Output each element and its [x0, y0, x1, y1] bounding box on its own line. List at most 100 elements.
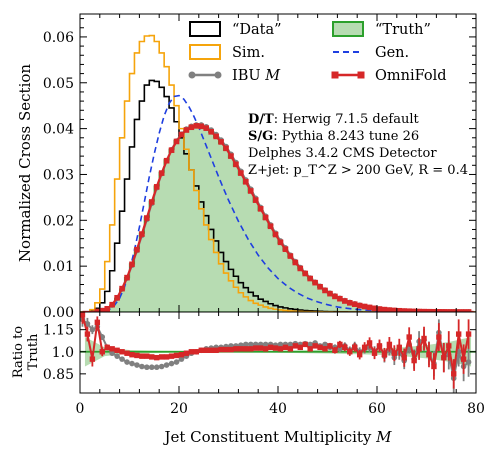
series-omnifold-point	[148, 199, 155, 205]
series-omnifold-point	[139, 231, 145, 237]
ratio-omnifold-point	[163, 354, 170, 360]
series-omnifold-point	[203, 125, 210, 131]
series-omnifold-point	[272, 231, 279, 238]
series-omnifold-point	[346, 300, 353, 306]
ratio-omnifold-point	[406, 334, 412, 340]
legend-label-italic: M	[264, 68, 281, 84]
series-omnifold-point	[109, 301, 115, 308]
series-omnifold-point	[238, 170, 244, 176]
ratio-ibu-point	[322, 341, 328, 348]
series-omnifold-point	[158, 170, 165, 176]
legend-marker	[331, 71, 339, 79]
series-omnifold-point	[247, 188, 254, 194]
series-omnifold-point	[297, 265, 304, 272]
series-omnifold-point	[332, 293, 338, 300]
x-tick-label: 0	[76, 401, 85, 417]
legend-item: “Data”	[189, 21, 282, 38]
annotation-line: D/T: Herwig 7.1.5 default	[248, 112, 420, 127]
ratio-omnifold-point	[139, 353, 145, 359]
ratio-ibu-point	[307, 341, 313, 348]
series-omnifold-point	[307, 275, 313, 282]
series-omnifold-point	[465, 309, 472, 312]
x-tick-label: 80	[467, 401, 485, 417]
ratio-omnifold-point	[158, 354, 165, 360]
ratio-omnifold-point	[178, 352, 185, 358]
series-omnifold-point	[426, 308, 432, 312]
legend-item: Sim.	[189, 44, 265, 61]
ratio-omnifold-point	[371, 350, 378, 356]
ratio-omnifold-point	[119, 349, 125, 355]
ratio-ibu-point	[163, 362, 170, 368]
ratio-omnifold-point	[144, 353, 150, 359]
ratio-omnifold-point	[228, 346, 234, 353]
ratio-omnifold-point	[386, 341, 393, 348]
series-omnifold-point	[351, 301, 358, 308]
series-omnifold-point	[193, 123, 200, 129]
ratio-omnifold-point	[431, 363, 437, 370]
annotation-bold: S/G	[248, 129, 273, 144]
ratio-frame	[79, 311, 477, 394]
series-omnifold-point	[302, 270, 309, 277]
ratio-omnifold-point	[446, 343, 452, 349]
series-omnifold-point	[99, 307, 106, 312]
ratio-omnifold-point	[243, 346, 249, 352]
series-omnifold-point	[119, 285, 125, 292]
series-omnifold-point	[356, 302, 363, 309]
series-omnifold-point	[114, 294, 120, 301]
ratio-omnifold-point	[411, 357, 417, 364]
legend-label: Gen.	[375, 45, 409, 61]
annotation-text: Z+jet: p_T^Z > 200 GeV, R = 0.4	[248, 163, 468, 178]
series-omnifold-point	[287, 253, 294, 259]
legend-item: “Truth”	[332, 21, 431, 38]
ratio-y-tick-label: 1.15	[43, 323, 74, 339]
series-omnifold-point	[168, 147, 175, 153]
series-omnifold-point	[282, 246, 289, 252]
ratio-ibu-point	[148, 364, 155, 371]
main-plot-area	[80, 34, 476, 312]
series-omnifold-point	[129, 261, 135, 268]
ratio-ibu-point	[287, 341, 294, 348]
ratio-omnifold-point	[149, 354, 155, 360]
ratio-ylabel-line2: Truth	[26, 333, 41, 370]
legend-swatch	[189, 21, 221, 37]
ratio-omnifold-point	[203, 347, 209, 353]
annotation-line: Delphes 3.4.2 CMS Detector	[248, 146, 437, 161]
ratio-y-tick-label: 0.85	[43, 367, 74, 383]
series-omnifold-point	[381, 306, 388, 312]
ratio-omnifold-point	[292, 343, 299, 349]
series-omnifold-point	[416, 308, 422, 312]
legend-item: IBU M	[188, 68, 281, 84]
ratio-omnifold-point	[421, 335, 427, 342]
series-omnifold-point	[322, 287, 328, 294]
series-omnifold-point	[233, 161, 239, 168]
ratio-omnifold-point	[267, 344, 274, 351]
ratio-omnifold-point	[396, 344, 402, 351]
ratio-omnifold-point	[391, 350, 398, 356]
series-omnifold-point	[431, 308, 437, 312]
ratio-omnifold-point	[104, 344, 110, 351]
ratio-omnifold-point	[80, 312, 86, 318]
series-omnifold-point	[124, 274, 130, 281]
ratio-omnifold-point	[257, 345, 264, 351]
series-omnifold-point	[198, 123, 205, 130]
ratio-omnifold-point	[441, 354, 447, 361]
legend-label: “Truth”	[375, 22, 431, 38]
legend-item: Gen.	[333, 45, 409, 61]
ratio-ibu-point	[129, 360, 135, 367]
ratio-omnifold-point	[193, 349, 200, 355]
ratio-ibu-point	[465, 359, 472, 365]
ratio-omnifold-point	[109, 346, 115, 352]
ratio-omnifold-point	[223, 346, 229, 353]
ratio-omnifold-point	[248, 346, 254, 352]
ratio-omnifold-point	[94, 319, 101, 326]
series-omnifold-point	[218, 139, 224, 145]
y-tick-label: 0.06	[43, 30, 74, 46]
series-omnifold-point	[460, 309, 467, 312]
ratio-omnifold-point	[366, 340, 373, 346]
annotation-line: Z+jet: p_T^Z > 200 GeV, R = 0.4	[248, 163, 468, 178]
legend-swatch	[189, 44, 221, 60]
annotation-text: : Pythia 8.243 tune 26	[273, 129, 419, 144]
ratio-omnifold-point	[84, 331, 91, 337]
legend-marker	[188, 71, 196, 79]
ratio-panel: 0.85 1.0 1.15 0 20 40 60 80 Ratio to Truth Jet …	[11, 311, 485, 446]
